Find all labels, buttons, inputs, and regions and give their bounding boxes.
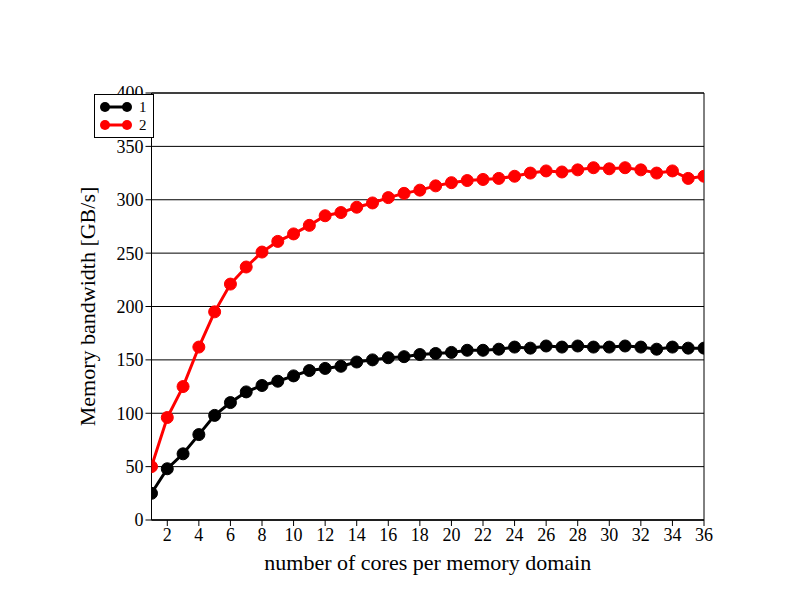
svg-text:26: 26 <box>537 525 555 545</box>
svg-text:2: 2 <box>163 525 172 545</box>
svg-text:350: 350 <box>117 137 144 157</box>
svg-text:300: 300 <box>117 190 144 210</box>
svg-text:100: 100 <box>117 404 144 424</box>
html-text:2: 2 <box>139 116 147 133</box>
svg-text:400: 400 <box>117 83 144 103</box>
svg-text:22: 22 <box>474 525 492 545</box>
html-text:1: 1 <box>139 98 147 115</box>
svg-text:36: 36 <box>695 525 713 545</box>
svg-text:12: 12 <box>316 525 334 545</box>
svg-text:250: 250 <box>117 244 144 264</box>
svg-text:28: 28 <box>569 525 587 545</box>
svg-text:Memory bandwidth [GB/s]: Memory bandwidth [GB/s] <box>75 187 100 427</box>
svg-text:34: 34 <box>663 525 681 545</box>
svg-text:50: 50 <box>126 457 144 477</box>
svg-text:20: 20 <box>442 525 460 545</box>
svg-text:10: 10 <box>285 525 303 545</box>
svg-text:32: 32 <box>632 525 650 545</box>
svg-text:14: 14 <box>348 525 366 545</box>
svg-text:18: 18 <box>411 525 429 545</box>
svg-text:0: 0 <box>135 510 144 530</box>
svg-text:30: 30 <box>600 525 618 545</box>
svg-text:24: 24 <box>506 525 524 545</box>
svg-text:4: 4 <box>194 525 203 545</box>
svg-text:8: 8 <box>258 525 267 545</box>
svg-text:150: 150 <box>117 350 144 370</box>
svg-text:number of cores per memory dom: number of cores per memory domain <box>264 550 591 575</box>
svg-text:6: 6 <box>226 525 235 545</box>
svg-text:16: 16 <box>379 525 397 545</box>
svg-text:200: 200 <box>117 297 144 317</box>
